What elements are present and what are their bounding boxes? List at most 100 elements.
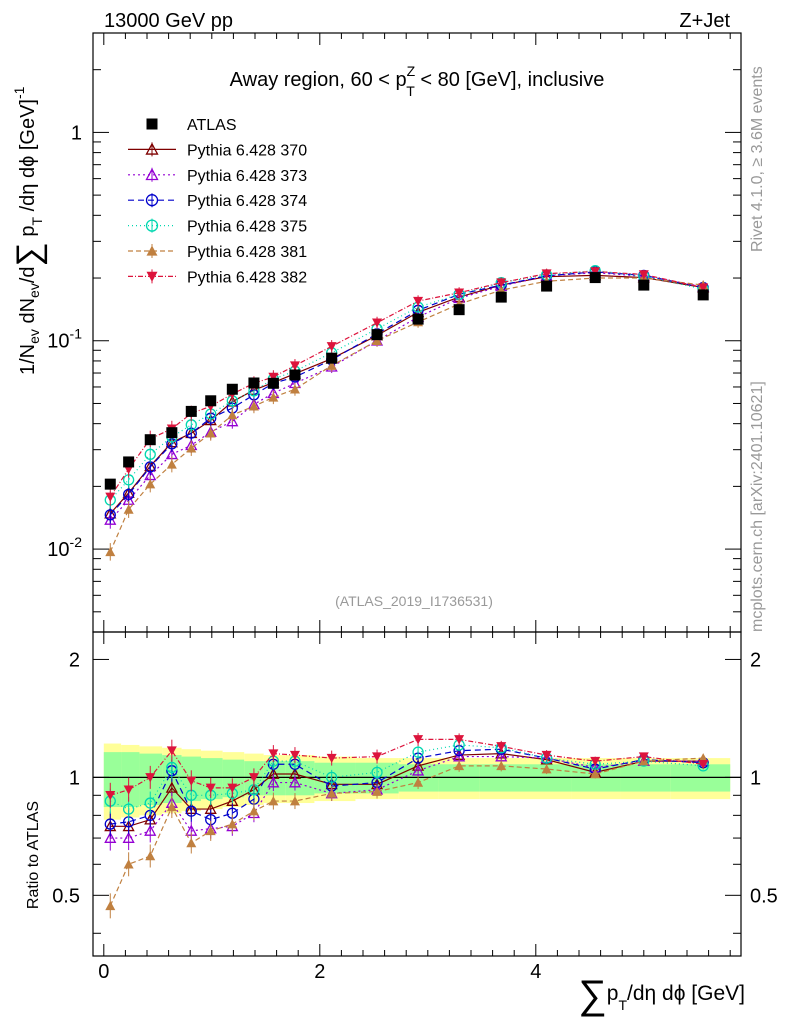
energy-label: 13000 GeV pp [104,10,233,32]
series-pythia-6-428-375-ratio-point [371,766,383,778]
series-pythia-6-428-375-ratio-point [412,746,424,758]
atlas-data-point [371,329,383,341]
series-pythia-6-428-382-ratio-point [166,746,177,756]
series-pythia-6-428-375-ratio-point [326,771,338,784]
series-pythia-6-428-373-ratio-point [267,776,280,788]
series-pythia-6-428-382-ratio-point [698,760,709,770]
atlas-data-point [144,434,156,446]
series-pythia-6-428-381-point [227,410,238,420]
series-pythia-6-428-382-ratio-point [248,773,259,783]
series-pythia-6-428-381-point [268,392,279,402]
series-pythia-6-428-382-point [326,342,337,352]
series-pythia-6-428-374-point [122,488,135,501]
ratio-tick-label-left: 1 [69,767,80,789]
series-pythia-6-428-382-ratio-point [454,735,465,745]
legend-marker [145,167,159,181]
main-series [104,264,710,561]
y-axis-label: 1/Nev dNev/d∑ pT /dη dϕ [GeV]-1 [10,86,48,375]
series-pythia-6-428-381-ratio-point [496,760,507,771]
legend-entry: Pythia 6.428 374 [128,193,307,210]
series-pythia-6-428-381-ratio-point [541,764,552,774]
series-pythia-6-428-381-ratio-point [166,802,177,812]
atlas-data-point [205,395,217,407]
legend-entry: Pythia 6.428 370 [128,142,307,159]
series-pythia-6-428-375-ratio-point [166,761,178,774]
ratio-series [104,732,710,919]
legend-entry: ATLAS [146,117,237,134]
series-pythia-6-428-374-ratio-point [185,805,197,817]
series-pythia-6-428-382-ratio-point [268,749,279,759]
series-pythia-6-428-374-point [104,509,116,521]
series-pythia-6-428-381-point [205,428,216,438]
series-pythia-6-428-381-point [166,459,177,469]
series-pythia-6-428-381-ratio-point [590,769,601,779]
main-plot-background [93,33,741,632]
ratio-plot-area [93,632,741,956]
series-pythia-6-428-382-point [413,296,424,307]
series-pythia-6-428-373-ratio-point [411,764,425,776]
x-tick-label: 4 [530,961,541,983]
atlas-data-point [412,313,424,325]
process-label: Z+Jet [679,10,730,32]
series-pythia-6-428-382-ratio-point [541,750,552,761]
atlas-data-point [123,456,135,468]
series-pythia-6-428-374-ratio-point [104,818,116,830]
legend-label: Pythia 6.428 382 [187,269,307,286]
x-tick-label: 0 [98,961,109,983]
legend-label: Pythia 6.428 381 [187,244,307,261]
atlas-data-point [453,304,465,316]
series-pythia-6-428-382-ratio-point [372,752,383,762]
series-pythia-6-428-381-ratio-point [372,786,383,796]
legend-marker [146,245,158,256]
ratio-band-inner [121,752,140,808]
legend-label: Pythia 6.428 373 [187,168,307,185]
main-plot-area [93,33,741,632]
series-pythia-6-428-382-ratio-point [590,756,601,767]
ratio-tick-label-right: 2 [750,649,761,671]
series-pythia-6-428-382-ratio-point [326,753,337,764]
atlas-data-point [226,383,238,395]
series-pythia-6-428-381-ratio-point [186,837,197,848]
legend-label: Pythia 6.428 374 [187,193,307,210]
series-pythia-6-428-381-ratio-point [698,753,709,763]
series-pythia-6-428-382-point [454,288,465,298]
atlas-data-point [638,279,650,291]
series-pythia-6-428-381-point [248,401,259,411]
series-pythia-6-428-381-ratio-point [105,900,116,911]
legend-label: Pythia 6.428 370 [187,142,307,159]
series-pythia-6-428-382-ratio [105,732,709,808]
atlas-data-point [248,377,260,389]
series-pythia-6-428-382-ratio-point [496,742,507,752]
series-pythia-6-428-382-ratio-point [123,785,134,795]
series-pythia-6-428-382-point [698,283,709,293]
series-pythia-6-428-382-point [268,372,279,382]
atlas-data-point [697,289,709,301]
series-pythia-6-428-382-point [638,270,649,280]
series-pythia-6-428-381-ratio [105,753,709,919]
series-pythia-6-428-381-ratio-point [248,806,259,816]
series-pythia-6-428-373-ratio-point [144,824,157,836]
series-pythia-6-428-373-point [226,415,239,427]
y-tick-label: 10-2 [47,534,82,561]
ratio-tick-label-left: 2 [69,649,80,671]
atlas-data-point [267,377,279,389]
series-pythia-6-428-382-point [541,269,552,279]
series-pythia-6-428-382-ratio-point [413,735,424,745]
series-pythia-6-428-381-point [289,384,300,394]
axes: 0 2 4 10-2 10-1 1 0.5 0.5 1 1 2 2 [47,32,778,983]
series-pythia-6-428-381-ratio-point [289,796,300,806]
x-tick-label: 2 [314,961,325,983]
series-pythia-6-428-381-ratio-point [145,850,156,861]
legend-marker [145,142,159,155]
atlas-data-point [541,280,553,292]
atlas-data-point [495,291,507,303]
series-pythia-6-428-382-point [105,492,116,502]
analysis-label: (ATLAS_2019_I1736531) [335,593,493,609]
legend-entry: Pythia 6.428 373 [128,167,307,185]
series-pythia-6-428-382-point [372,318,383,328]
ratio-tick-label-right: 0.5 [750,885,778,907]
series-pythia-6-428-382-ratio-point [227,783,238,793]
series-atlas [104,272,709,490]
legend-marker [146,118,158,130]
